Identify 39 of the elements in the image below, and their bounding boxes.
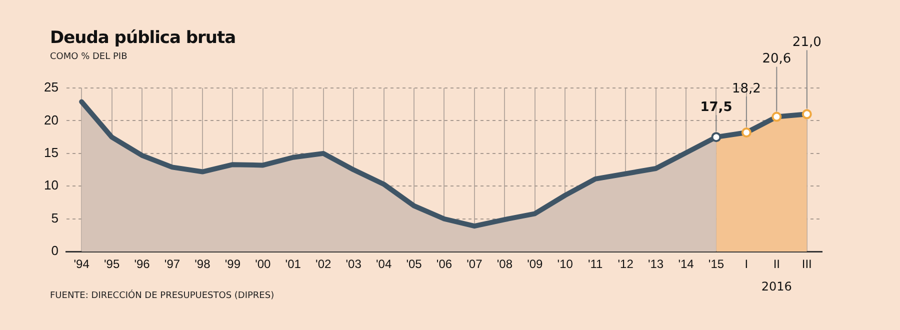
data-label: 17,5	[700, 100, 732, 115]
source-note: FUENTE: DIRECCIÓN DE PRESUPUESTOS (DIPRES)	[50, 291, 274, 301]
y-tick-label: 0	[51, 243, 58, 258]
x-tick-label: '00	[255, 257, 272, 272]
x-tick-label: '07	[466, 257, 483, 272]
data-label: 18,2	[732, 81, 761, 96]
x-tick-label: '99	[224, 257, 241, 272]
x-tick-label: '05	[406, 257, 422, 272]
x-tick-label: '12	[618, 257, 634, 272]
chart-subtitle: COMO % DEL PIB	[50, 52, 128, 62]
data-label: 21,0	[792, 35, 822, 50]
y-tick-label: 25	[44, 80, 58, 95]
x-tick-label: '14	[678, 257, 694, 272]
x-tick-label: '09	[527, 257, 544, 272]
x-tick-label: '94	[74, 257, 90, 272]
text: 2016	[761, 280, 792, 294]
x-tick-label: III	[802, 257, 812, 272]
data-label: 20,6	[762, 52, 792, 67]
y-tick-label: 10	[44, 178, 58, 193]
x-tick-label: '95	[104, 257, 120, 272]
y-tick-label: 20	[44, 112, 58, 128]
y-tick-label: 5	[51, 210, 58, 226]
x-tick-label: '01	[285, 257, 302, 272]
x-tick-label: '06	[436, 257, 452, 272]
x-tick-label: '96	[134, 257, 150, 272]
y-tick-label: 15	[44, 145, 58, 160]
x-tick-label: '04	[376, 257, 392, 272]
x-tick-label: '08	[496, 257, 513, 272]
x-tick-label: II	[773, 257, 780, 272]
chart-title: Deuda pública bruta	[50, 28, 236, 48]
x-tick-label: '02	[316, 257, 332, 272]
x-tick-label: '11	[588, 257, 604, 272]
x-tick-label: '13	[648, 257, 664, 272]
x-tick-label: '15	[708, 257, 724, 272]
x-tick-label: '03	[346, 257, 362, 272]
x-tick-label: I	[744, 257, 748, 272]
x-tick-label: '97	[164, 257, 180, 272]
x-tick-label: '98	[194, 257, 211, 272]
x-tick-label: '10	[557, 257, 574, 272]
